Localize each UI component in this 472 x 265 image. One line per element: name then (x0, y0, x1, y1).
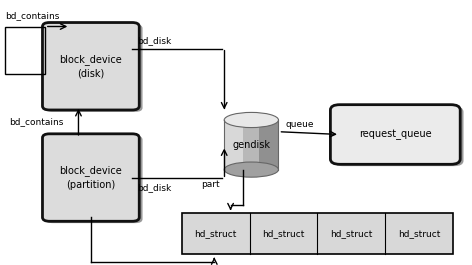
Text: hd_struct: hd_struct (194, 229, 237, 238)
Bar (182, 213, 453, 254)
Text: bd_contains: bd_contains (5, 11, 59, 20)
Text: bd_contains: bd_contains (9, 117, 64, 126)
Text: bd_disk: bd_disk (137, 36, 171, 45)
Ellipse shape (224, 112, 278, 127)
FancyBboxPatch shape (330, 105, 460, 164)
Bar (224, 120, 278, 170)
Text: bd_disk: bd_disk (137, 183, 171, 192)
Text: block_device
(disk): block_device (disk) (59, 54, 122, 79)
Text: gendisk: gendisk (232, 140, 270, 150)
Text: part: part (201, 180, 219, 189)
Bar (260, 120, 278, 170)
Text: queue: queue (286, 120, 314, 129)
Text: hd_struct: hd_struct (330, 229, 372, 238)
Text: hd_struct: hd_struct (398, 229, 440, 238)
Bar (5, 26, 45, 74)
FancyBboxPatch shape (334, 107, 464, 166)
Text: hd_struct: hd_struct (262, 229, 305, 238)
FancyBboxPatch shape (46, 136, 143, 223)
FancyBboxPatch shape (42, 134, 139, 221)
Ellipse shape (224, 162, 278, 177)
Bar (224, 120, 243, 170)
FancyBboxPatch shape (42, 23, 139, 110)
FancyBboxPatch shape (46, 24, 143, 112)
Text: block_device
(partition): block_device (partition) (59, 165, 122, 190)
Text: request_queue: request_queue (359, 129, 431, 140)
